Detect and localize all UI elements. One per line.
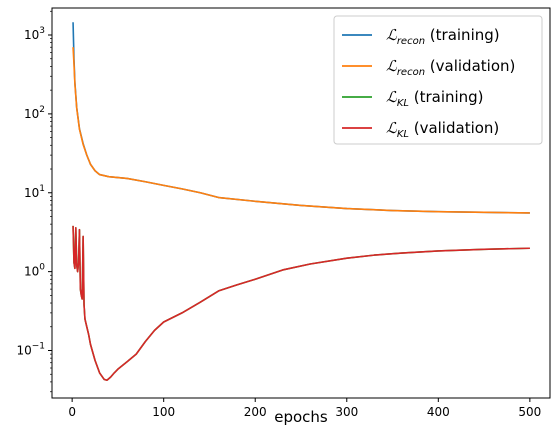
legend-box bbox=[333, 15, 543, 145]
series-line-1 bbox=[72, 47, 530, 214]
y-tick-label: 100 bbox=[24, 263, 45, 279]
y-tick-label: 10−1 bbox=[16, 342, 45, 358]
x-tick-label: 100 bbox=[152, 405, 175, 419]
plot-frame bbox=[51, 7, 551, 399]
x-axis: 0 100 200 300 400 500 bbox=[68, 398, 541, 419]
legend-entry-2: ℒKL (training) bbox=[386, 88, 484, 109]
y-tick-label: 103 bbox=[24, 26, 45, 42]
x-tick-label: 0 bbox=[68, 405, 76, 419]
y-tick-label: 101 bbox=[24, 184, 45, 200]
x-tick-label: 200 bbox=[244, 405, 267, 419]
x-axis-label: epochs bbox=[274, 408, 328, 426]
y-axis: 10−1 100 101 102 103 bbox=[16, 10, 52, 393]
x-tick-label: 300 bbox=[335, 405, 358, 419]
x-tick-label: 400 bbox=[427, 405, 450, 419]
legend-entry-3: ℒKL (validation) bbox=[386, 119, 499, 140]
y-tick-label: 102 bbox=[24, 105, 45, 121]
series-line-3 bbox=[72, 225, 530, 382]
x-tick-label: 500 bbox=[518, 405, 541, 419]
legend-entry-0: ℒrecon (training) bbox=[386, 26, 500, 47]
legend-entry-1: ℒrecon (validation) bbox=[386, 57, 515, 78]
legend: ℒrecon (training) ℒrecon (validation) ℒKL … bbox=[333, 15, 543, 145]
series-layer bbox=[72, 22, 530, 382]
